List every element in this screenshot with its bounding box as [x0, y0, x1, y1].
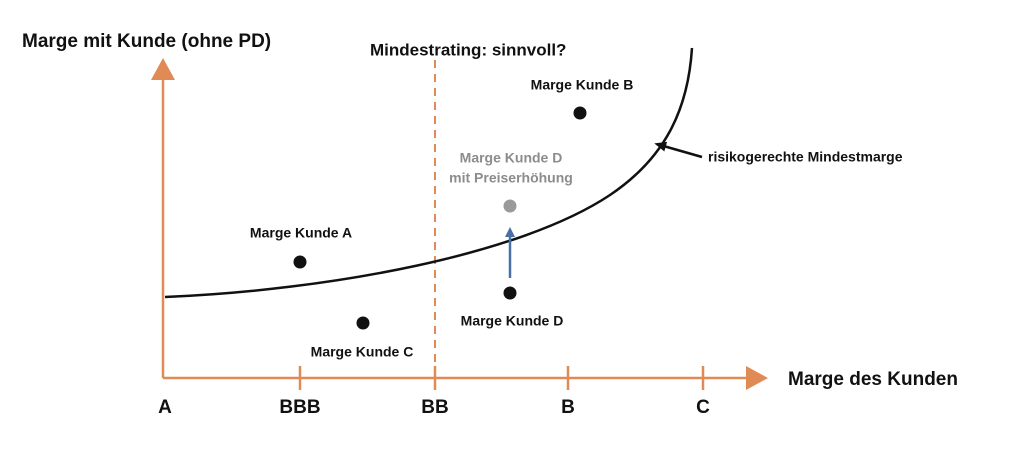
point-c	[356, 316, 370, 330]
curve-label: risikogerechte Mindestmarge	[708, 149, 903, 165]
x-axis-label: Marge des Kunden	[788, 369, 958, 390]
point-a	[293, 255, 307, 269]
curve-pointer	[654, 141, 703, 159]
y-axis-label: Marge mit Kunde (ohne PD)	[22, 31, 271, 52]
x-tick-label: BBB	[279, 397, 320, 418]
point-label: Marge Kunde D	[461, 313, 564, 329]
point-d-adjusted	[503, 199, 517, 213]
adjusted-point-label: mit Preiserhöhung	[449, 170, 573, 186]
x-tick-label: C	[696, 397, 710, 418]
y-axis-arrow	[151, 58, 175, 80]
adjusted-point-label: Marge Kunde D	[460, 150, 563, 166]
min-margin-curve	[164, 47, 694, 299]
threshold-label: Mindestrating: sinnvoll?	[370, 40, 566, 59]
x-tick-label: A	[158, 397, 172, 418]
x-tick-label: BB	[421, 397, 448, 418]
point-b	[573, 106, 587, 120]
x-tick-label: B	[561, 397, 575, 418]
point-d	[503, 286, 517, 300]
point-label: Marge Kunde C	[311, 344, 414, 360]
x-axis-arrow	[746, 366, 768, 390]
point-label: Marge Kunde A	[250, 225, 352, 241]
point-label: Marge Kunde B	[531, 77, 634, 93]
